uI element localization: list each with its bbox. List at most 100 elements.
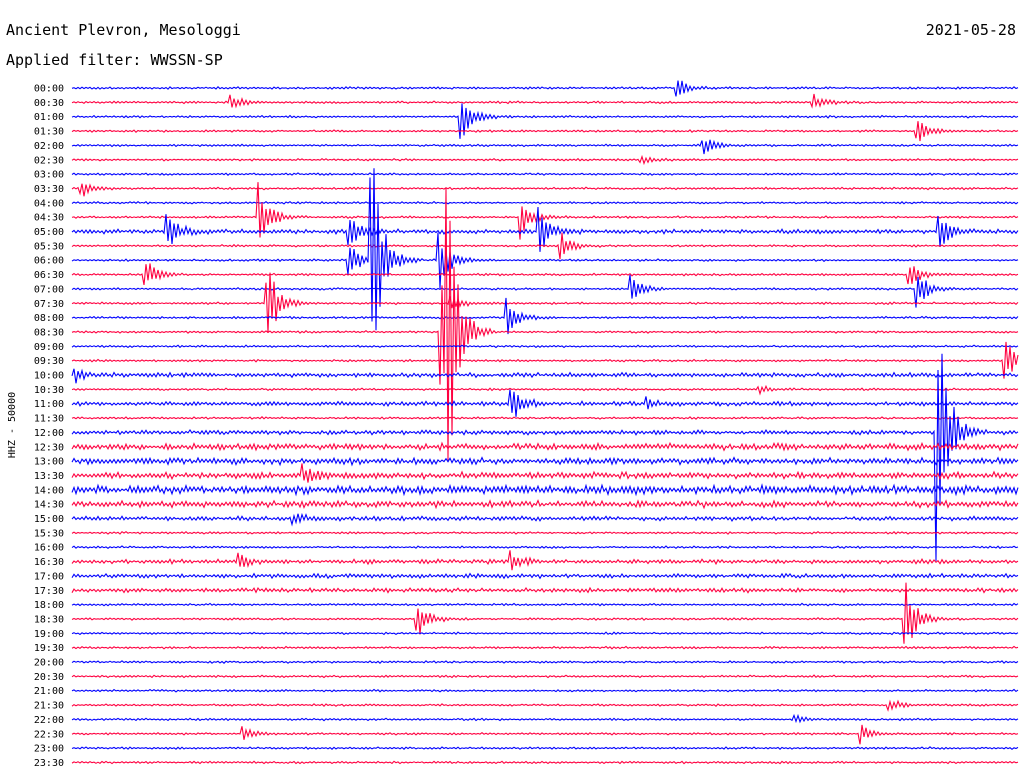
row-label: 10:30 (34, 385, 64, 396)
trace-line-1030 (71, 384, 1019, 396)
trace-line-0700 (71, 274, 1019, 308)
trace-line-1000 (71, 368, 1019, 384)
trace-line-1200 (71, 353, 1019, 561)
row-label: 13:00 (34, 457, 64, 468)
trace-line-2000 (71, 660, 1019, 664)
row-label: 04:00 (34, 198, 64, 209)
trace-line-0000 (71, 80, 1019, 97)
trace-line-0430 (71, 182, 1019, 240)
row-label-group: 00:00 00:30 01:00 01:30 02:00 02:30 03:00 03:30… (34, 84, 64, 769)
row-label: 14:00 (34, 485, 64, 496)
trace-line-1830 (71, 582, 1019, 644)
row-label: 22:00 (34, 715, 64, 726)
row-label: 01:00 (34, 112, 64, 123)
row-label: 16:00 (34, 543, 64, 554)
row-label: 18:30 (34, 614, 64, 625)
trace-line-1100 (71, 389, 1019, 417)
row-label: 03:00 (34, 170, 64, 181)
row-label: 05:00 (34, 227, 64, 238)
row-label: 11:30 (34, 414, 64, 425)
filter-label: Applied filter: WWSSN-SP (6, 51, 223, 69)
trace-line-1430 (71, 499, 1019, 510)
row-label: 19:00 (34, 629, 64, 640)
trace-line-0730 (71, 272, 1019, 334)
trace-line-0200 (71, 139, 1019, 155)
row-label: 21:00 (34, 686, 64, 697)
row-label: 10:00 (34, 371, 64, 382)
row-label: 02:30 (34, 155, 64, 166)
trace-line-2030 (71, 674, 1019, 679)
row-label: 00:00 (34, 84, 64, 95)
row-label: 00:30 (34, 98, 64, 109)
row-label: 07:00 (34, 284, 64, 295)
trace-line-0530 (71, 232, 1019, 260)
row-label: 02:00 (34, 141, 64, 152)
trace-line-1930 (71, 645, 1019, 650)
row-label: 09:30 (34, 356, 64, 367)
row-label: 20:30 (34, 672, 64, 683)
trace-line-0500 (71, 206, 1019, 252)
row-label: 18:00 (34, 600, 64, 611)
row-label: 14:30 (34, 500, 64, 511)
row-label: 07:30 (34, 299, 64, 310)
row-label: 05:30 (34, 241, 64, 252)
trace-line-0230 (71, 154, 1019, 166)
trace-line-2330 (71, 760, 1019, 765)
row-label: 09:00 (34, 342, 64, 353)
row-label: 23:30 (34, 758, 64, 769)
row-label: 22:30 (34, 729, 64, 740)
trace-line-1400 (71, 483, 1019, 497)
row-label: 06:00 (34, 256, 64, 267)
trace-line-1900 (71, 631, 1019, 636)
row-label: 13:30 (34, 471, 64, 482)
row-label: 23:00 (34, 744, 64, 755)
trace-line-1800 (71, 602, 1019, 607)
trace-line-2300 (71, 746, 1019, 750)
row-label: 08:30 (34, 327, 64, 338)
trace-line-1600 (71, 545, 1019, 550)
trace-line-0830 (71, 188, 1019, 461)
trace-line-1700 (71, 572, 1019, 580)
row-label: 03:30 (34, 184, 64, 195)
trace-line-0630 (71, 263, 1019, 286)
row-label: 21:30 (34, 701, 64, 712)
trace-line-0330 (71, 183, 1019, 197)
trace-line-0300 (71, 172, 1019, 176)
row-label: 15:00 (34, 514, 64, 525)
trace-line-0600 (71, 168, 1019, 331)
trace-line-0100 (71, 103, 1019, 139)
row-label: 01:30 (34, 127, 64, 138)
row-label: 12:00 (34, 428, 64, 439)
date-label: 2021-05-28 (925, 21, 1016, 39)
row-label: 16:30 (34, 557, 64, 568)
trace-line-0930 (71, 341, 1019, 379)
row-label: 04:30 (34, 213, 64, 224)
row-label: 12:30 (34, 442, 64, 453)
row-label: 17:30 (34, 586, 64, 597)
trace-line-2130 (71, 699, 1019, 712)
trace-line-2100 (71, 688, 1019, 693)
trace-line-0400 (71, 200, 1019, 205)
trace-line-0130 (71, 121, 1019, 142)
trace-group (71, 80, 1019, 765)
trace-line-1730 (71, 586, 1019, 594)
trace-line-0900 (71, 344, 1019, 349)
row-label: 06:30 (34, 270, 64, 281)
trace-line-2230 (71, 724, 1019, 745)
trace-line-1500 (71, 512, 1019, 527)
trace-line-0800 (71, 297, 1019, 335)
trace-line-1630 (71, 550, 1019, 571)
trace-line-1130 (71, 416, 1019, 420)
row-label: 11:00 (34, 399, 64, 410)
trace-line-1530 (71, 530, 1019, 535)
row-label: 19:30 (34, 643, 64, 654)
row-label: 08:00 (34, 313, 64, 324)
y-axis-label: HHZ - 50000 (7, 392, 18, 458)
row-label: 20:00 (34, 658, 64, 669)
row-label: 17:00 (34, 571, 64, 582)
trace-line-2200 (71, 713, 1019, 724)
row-label: 15:30 (34, 528, 64, 539)
trace-line-1330 (71, 463, 1019, 483)
trace-line-0030 (71, 93, 1019, 109)
